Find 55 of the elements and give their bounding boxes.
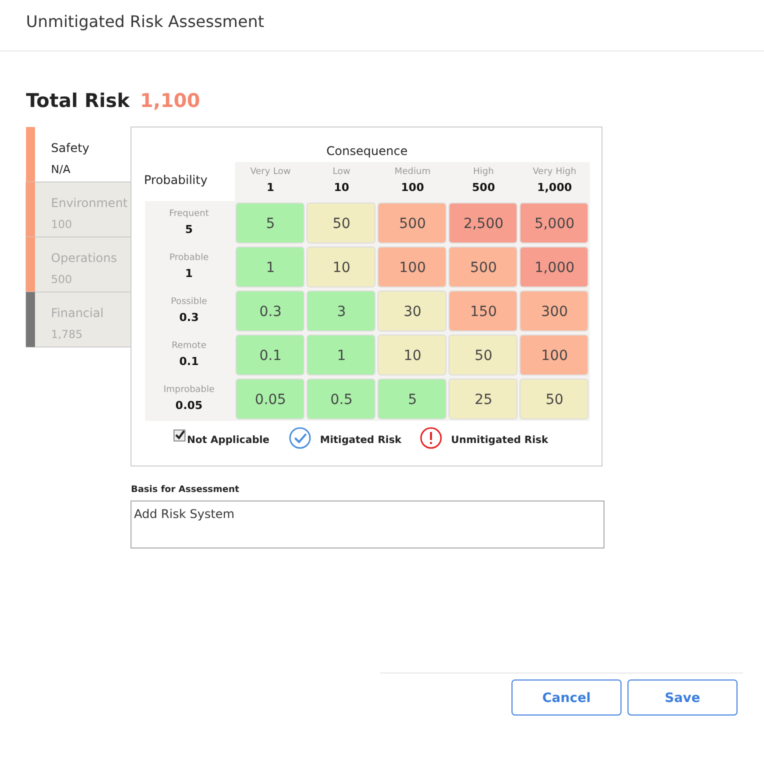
chart-title: Unmitigated Risk Assessment: [26, 12, 264, 31]
data-label: 25: [474, 392, 492, 408]
text: Add Risk System: [134, 507, 234, 521]
text: Unmitigated Risk: [451, 435, 548, 446]
data-label: 3: [337, 304, 346, 320]
text: Financial: [51, 306, 104, 320]
data-label: 500: [470, 260, 497, 276]
x-tick-label: Very Low 1: [250, 167, 291, 194]
data-label: 50: [332, 216, 350, 232]
data-label: 50: [474, 348, 492, 364]
x-tick-label: Very High 1,000: [532, 167, 576, 194]
text: 500: [51, 273, 72, 286]
text: 100: [51, 218, 72, 231]
data-label: 50: [546, 392, 564, 408]
text: Total Risk: [26, 90, 130, 112]
text: Cancel: [542, 691, 591, 706]
data-label: 30: [404, 304, 422, 320]
text: Environment: [51, 196, 128, 210]
data-label: 150: [470, 304, 497, 320]
x-axis-title: Consequence: [326, 144, 408, 158]
data-label: 1,000: [534, 260, 575, 276]
data-label: 0.05: [254, 392, 286, 408]
y-tick-label: Frequent 5: [169, 209, 210, 236]
y-tick-label: Possible 0.3: [170, 297, 208, 324]
y-tick-label: Probable 1: [169, 253, 210, 280]
text: 1,785: [51, 328, 82, 341]
text: Save: [664, 691, 700, 706]
data-label: 500: [399, 216, 426, 232]
data-label: 5: [408, 392, 417, 408]
text: Basis for Assessment: [131, 485, 240, 495]
data-label: 100: [399, 260, 426, 276]
x-tick-label: Low 10: [332, 167, 350, 194]
data-label: 100: [541, 348, 568, 364]
text: Safety: [51, 141, 90, 155]
data-label: 5,000: [534, 216, 575, 232]
data-label: 0.1: [259, 348, 282, 364]
data-label: 5: [266, 216, 275, 232]
data-label: 0.3: [259, 304, 282, 320]
x-tick-label: High 500: [472, 167, 496, 194]
text: 1,100: [140, 90, 200, 112]
x-tick-label: Medium 100: [394, 167, 430, 194]
y-tick-label: Remote 0.1: [172, 341, 207, 368]
data-label: 0.5: [330, 392, 353, 408]
text: Not Applicable: [187, 435, 270, 446]
y-axis-title: Probability: [144, 173, 208, 187]
data-label: 1: [337, 348, 346, 364]
y-tick-label: Improbable 0.05: [163, 385, 216, 412]
data-label: 1: [266, 260, 275, 276]
data-label: 300: [541, 304, 568, 320]
text: Operations: [51, 251, 117, 265]
data-label: 10: [404, 348, 422, 364]
data-label: 10: [332, 260, 350, 276]
data-label: 2,500: [463, 216, 504, 232]
text: N/A: [51, 163, 71, 176]
text: Mitigated Risk: [320, 435, 402, 446]
